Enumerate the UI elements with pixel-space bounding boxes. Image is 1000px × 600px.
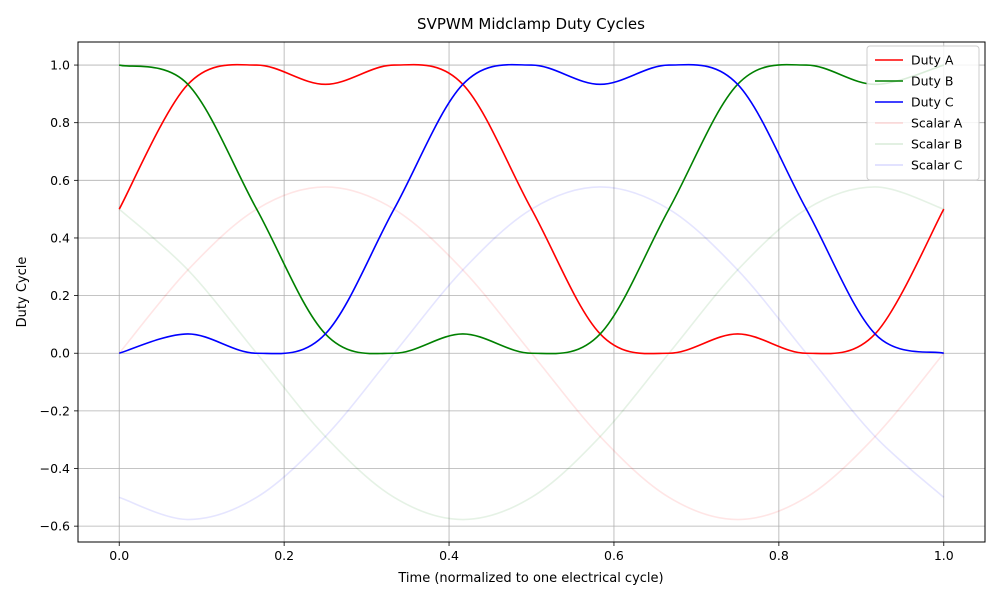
y-tick-label: 0.8	[50, 115, 70, 130]
y-tick-label: −0.6	[40, 519, 70, 534]
series-line-duty-a	[118, 63, 945, 355]
legend-label-duty-c: Duty C	[911, 95, 954, 110]
y-tick-label: 0.2	[50, 288, 70, 303]
y-tick-label: 0.0	[50, 346, 70, 361]
series-line-duty-b	[119, 63, 944, 355]
grid	[78, 42, 985, 542]
x-tick-label: 1.0	[934, 548, 954, 563]
x-tick-label: 0.4	[439, 548, 459, 563]
legend-label-scalar-b: Scalar B	[911, 137, 962, 152]
y-tick-label: 0.4	[50, 230, 70, 245]
x-tick-label: 0.8	[769, 548, 789, 563]
y-axis-label: Duty Cycle	[15, 257, 30, 328]
y-tick-label: 1.0	[50, 58, 70, 73]
x-axis-label: Time (normalized to one electrical cycle…	[397, 571, 663, 586]
chart-title: SVPWM Midclamp Duty Cycles	[417, 15, 645, 33]
legend-box	[866, 45, 980, 181]
legend: Duty A Duty B Duty C Scalar A Scalar B Scalar…	[866, 45, 980, 181]
x-tick-label: 0.2	[274, 548, 294, 563]
legend-label-duty-b: Duty B	[911, 74, 953, 89]
y-axis-ticks: −0.6 −0.4 −0.2 0.0 0.2 0.4 0.6 0.8 1.0	[40, 58, 78, 534]
x-tick-label: 0.0	[109, 548, 129, 563]
series-lines	[118, 63, 945, 521]
y-tick-label: −0.2	[40, 403, 70, 418]
x-tick-label: 0.6	[604, 548, 624, 563]
legend-label-duty-a: Duty A	[911, 53, 954, 68]
y-tick-label: −0.4	[40, 461, 70, 476]
y-tick-label: 0.6	[50, 173, 70, 188]
legend-label-scalar-c: Scalar C	[911, 158, 963, 173]
plot-frame	[77, 41, 986, 543]
legend-label-scalar-a: Scalar A	[911, 116, 963, 131]
x-axis-ticks: 0.0 0.2 0.4 0.6 0.8 1.0	[109, 542, 954, 563]
series-line-duty-c	[119, 63, 944, 355]
